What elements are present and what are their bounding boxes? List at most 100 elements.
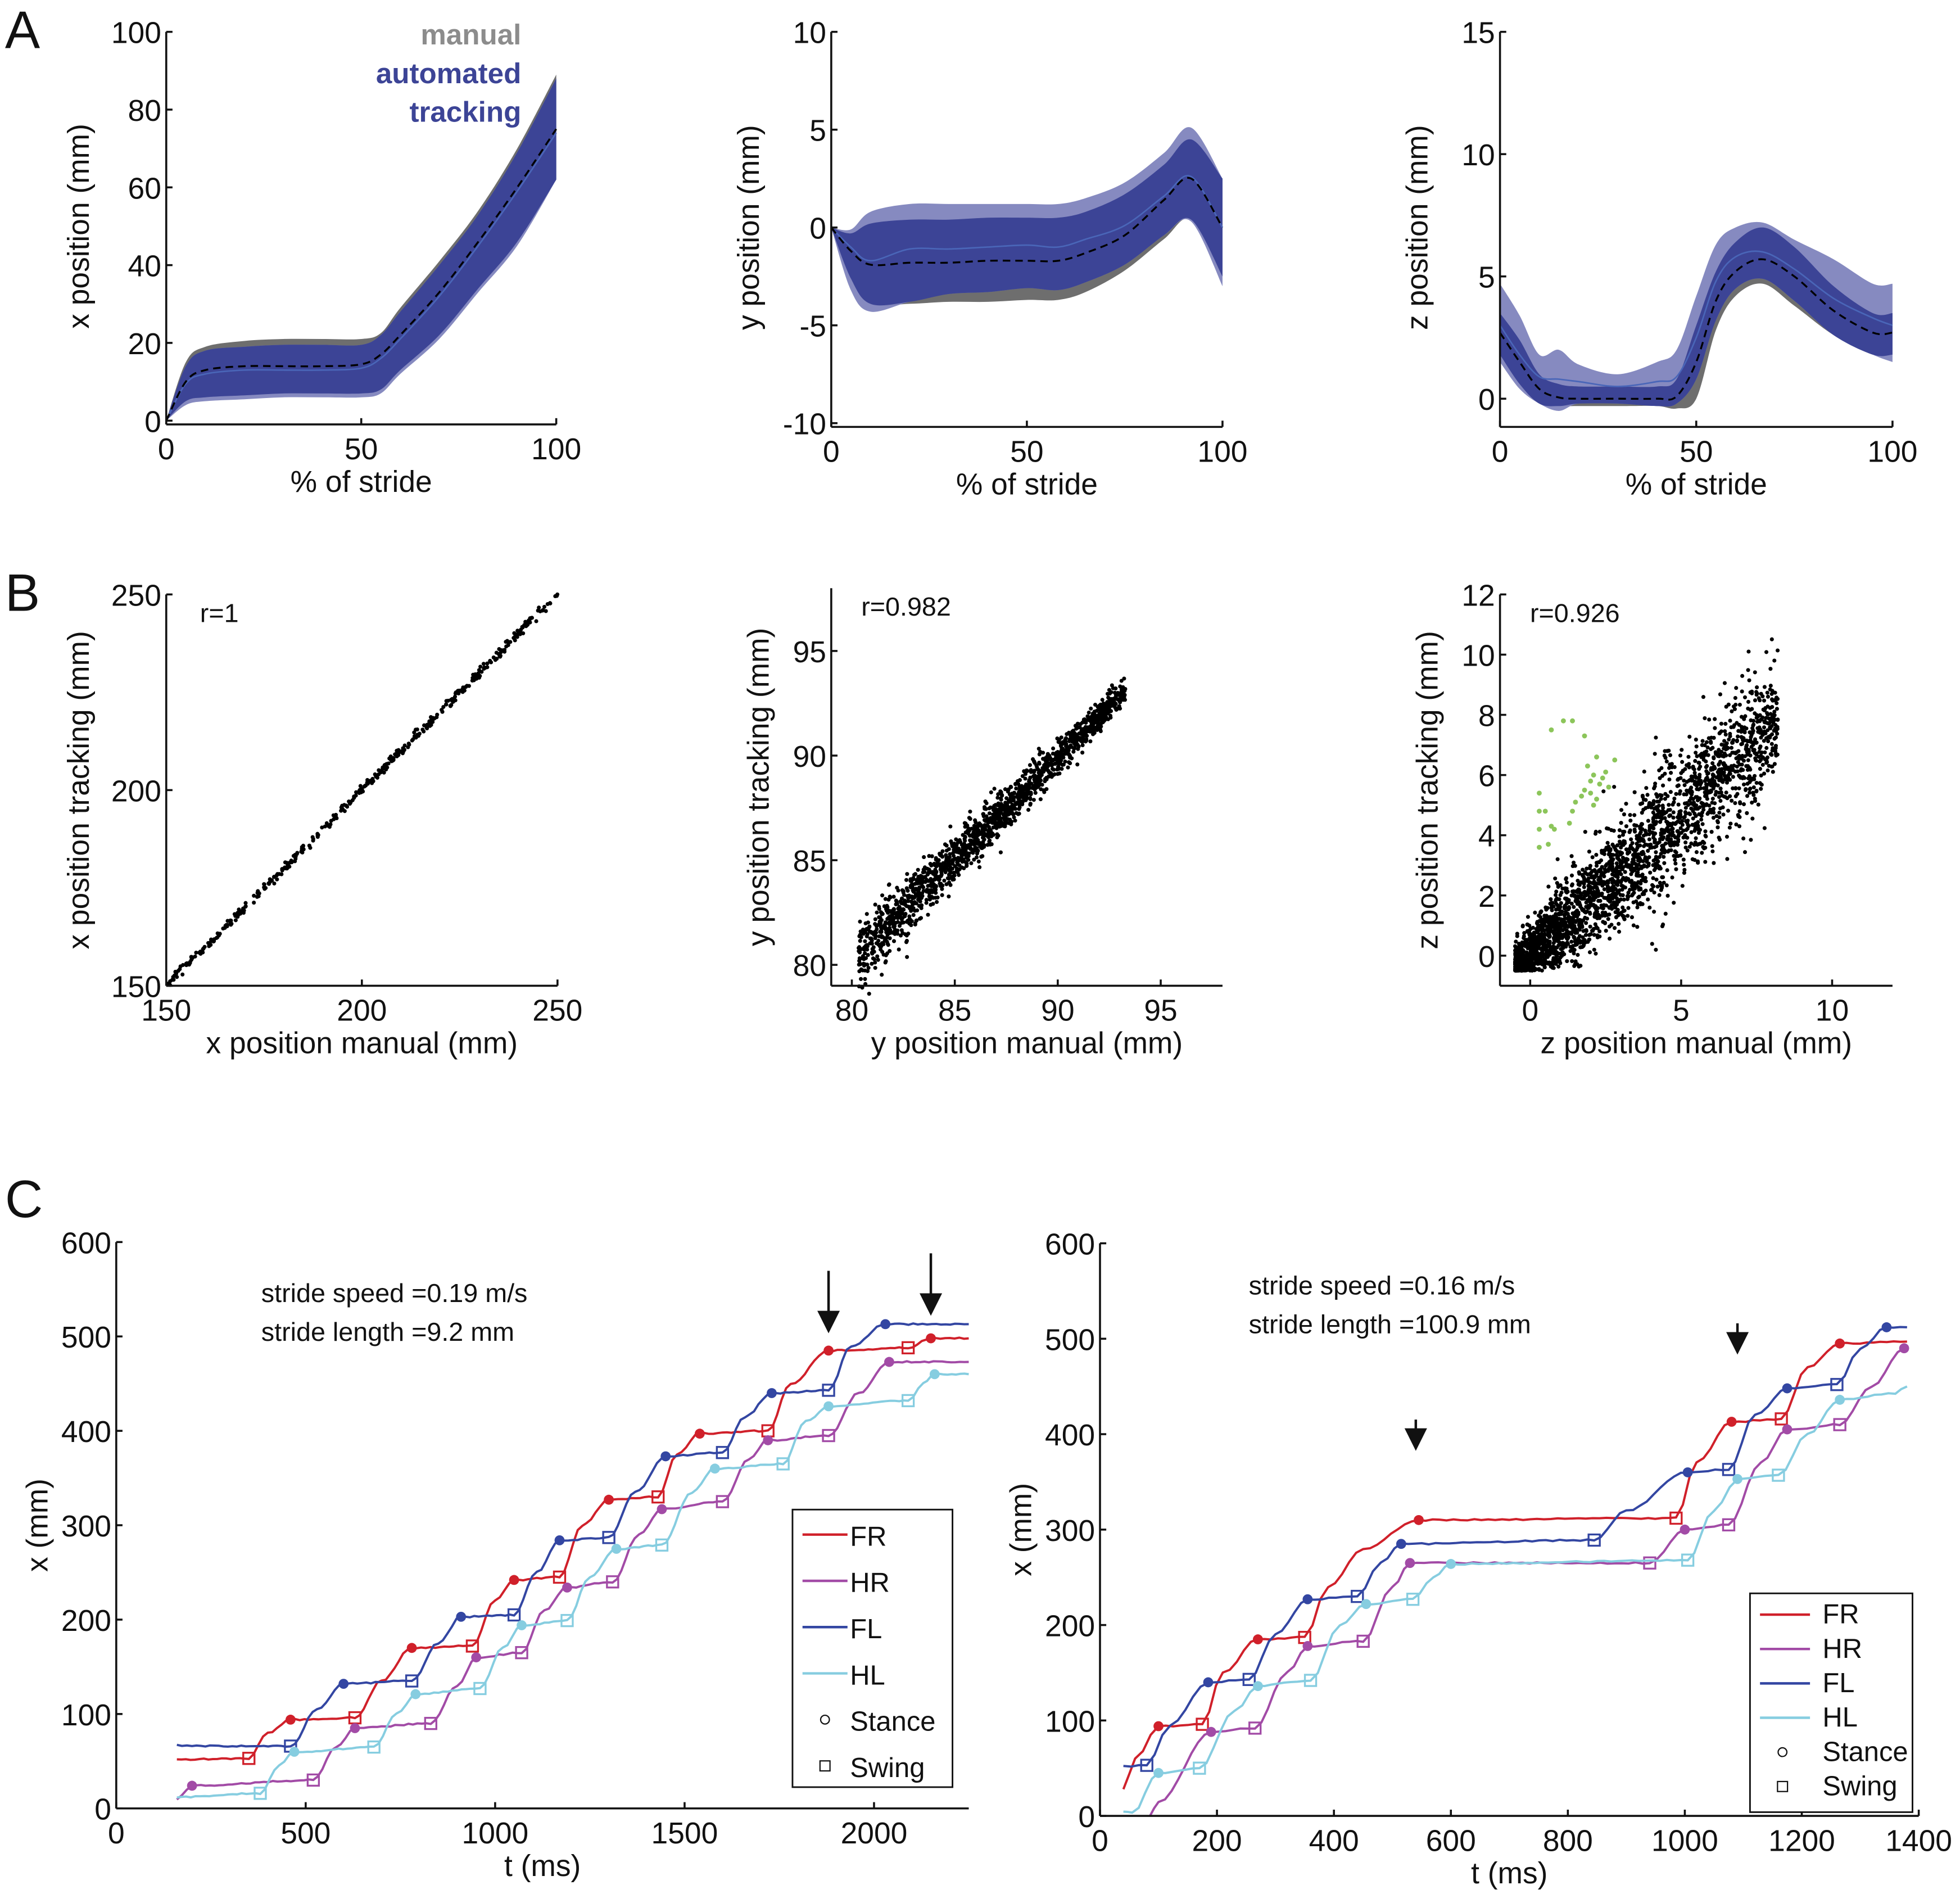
scatter-point	[1650, 845, 1654, 850]
scatter-point	[1639, 866, 1644, 870]
scatter-point	[1751, 743, 1755, 747]
scatter-point	[1599, 873, 1604, 878]
scatter-point	[1577, 938, 1582, 943]
scatter-point	[1674, 867, 1678, 871]
scatter-point	[915, 908, 920, 912]
scatter-point	[1647, 905, 1652, 910]
scatter-point	[1584, 879, 1588, 883]
scatter-point	[1715, 783, 1720, 788]
scatter-point	[1610, 868, 1614, 873]
scatter-point	[915, 877, 920, 882]
scatter-point	[1775, 701, 1779, 706]
scatter-point	[1655, 884, 1660, 889]
scatter-point	[1693, 840, 1698, 845]
scatter-point	[450, 698, 454, 703]
scatter-point	[1038, 797, 1043, 802]
scatter-point	[1530, 968, 1534, 973]
scatter-point	[1108, 713, 1113, 718]
stance-marker	[926, 1333, 936, 1344]
scatter-point	[866, 966, 871, 970]
scatter-point	[987, 806, 992, 811]
scatter-point	[1757, 754, 1761, 759]
scatter-point	[1737, 757, 1741, 761]
scatter-point	[1667, 766, 1672, 770]
scatter-point	[252, 893, 256, 898]
y-axis-title: x (mm)	[1005, 1483, 1038, 1576]
scatter-point	[1763, 706, 1768, 711]
scatter-point	[1726, 702, 1731, 707]
scatter-point	[1654, 878, 1659, 882]
scatter-point	[1653, 752, 1657, 756]
scatter-point	[890, 921, 895, 925]
scatter-point	[1773, 690, 1777, 695]
y-tick-label: -5	[800, 310, 826, 343]
scatter-point	[1569, 893, 1574, 898]
scatter-point	[1645, 860, 1649, 864]
scatter-point	[977, 865, 982, 870]
scatter-point	[950, 859, 955, 864]
scatter-point	[987, 811, 992, 816]
scatter-point	[1673, 861, 1678, 866]
x-tick-label: 1500	[651, 1817, 718, 1850]
scatter-point	[921, 889, 926, 893]
scatter-point	[1664, 819, 1669, 824]
scatter-point	[1528, 926, 1533, 931]
scatter-point	[1619, 821, 1623, 825]
x-tick-label: 95	[1144, 995, 1177, 1028]
scatter-point	[1554, 938, 1559, 943]
scatter-point	[1644, 806, 1648, 810]
scatter-point	[1011, 812, 1016, 817]
y-axis-title: z position tracking (mm)	[1411, 631, 1444, 949]
scatter-point	[1591, 885, 1595, 891]
outlier-point	[1542, 808, 1548, 814]
y-tick-label: 80	[793, 950, 826, 983]
correlation-label: r=1	[200, 598, 239, 627]
scatter-point	[1031, 784, 1036, 788]
scatter-point	[1725, 857, 1730, 861]
scatter-point	[1603, 848, 1607, 853]
scatter-point	[1594, 882, 1599, 886]
scatter-point	[1711, 815, 1716, 820]
scatter-point	[1758, 781, 1762, 785]
scatter-point	[927, 897, 932, 902]
scatter-point	[1624, 847, 1629, 852]
scatter-point	[1564, 928, 1569, 933]
scatter-point	[862, 964, 866, 968]
scatter-point	[1587, 849, 1591, 854]
y-tick-label: 100	[111, 17, 161, 50]
scatter-point	[1766, 694, 1770, 699]
scatter-point	[1074, 726, 1079, 731]
scatter-point	[1750, 776, 1754, 781]
scatter-point	[1617, 828, 1622, 833]
scatter-point	[1652, 806, 1656, 811]
scatter-point	[1700, 822, 1705, 826]
scatter-point	[1556, 934, 1560, 938]
scatter-point	[995, 795, 1000, 800]
scatter-point	[878, 930, 882, 934]
scatter-point	[1762, 771, 1767, 776]
y-tick-label: 60	[128, 172, 161, 205]
scatter-point	[1647, 855, 1651, 860]
scatter-point	[1739, 769, 1743, 773]
scatter-point	[1549, 901, 1554, 905]
y-tick-label: 600	[1045, 1228, 1095, 1262]
scatter-point	[1644, 786, 1649, 790]
scatter-point	[1665, 834, 1670, 839]
scatter-point	[952, 853, 956, 858]
scatter-point	[973, 836, 978, 840]
scatter-point	[1734, 822, 1739, 827]
scatter-point	[1603, 914, 1607, 918]
swing-marker	[1643, 1556, 1656, 1570]
scatter-point	[1762, 826, 1767, 830]
scatter-point	[1590, 869, 1595, 873]
scatter-point	[894, 929, 899, 933]
scatter-point	[1770, 764, 1775, 769]
scatter-point	[945, 876, 950, 880]
scatter-point	[1637, 894, 1641, 899]
scatter-point	[461, 685, 465, 690]
scatter-point	[1605, 885, 1610, 891]
scatter-point	[1628, 843, 1633, 848]
scatter-point	[1676, 777, 1681, 781]
x-tick-label: 5	[1673, 995, 1690, 1028]
scatter-point	[1674, 854, 1678, 858]
